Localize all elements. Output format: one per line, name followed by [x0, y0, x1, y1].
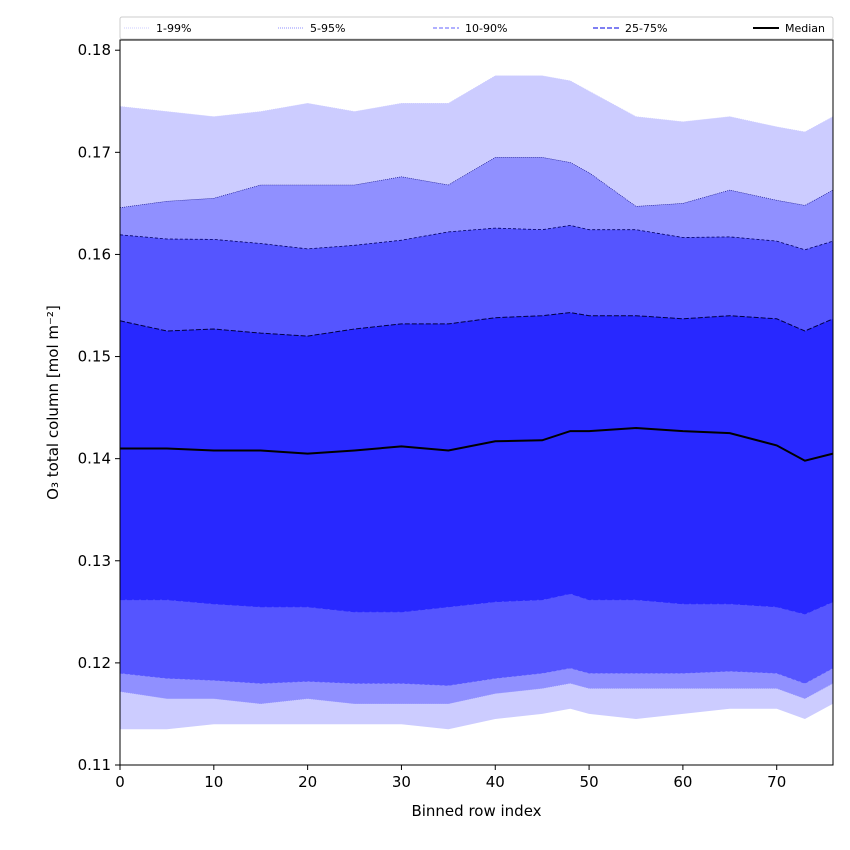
y-tick-label: 0.14: [78, 450, 111, 468]
line-10-90-upper: [119, 224, 834, 251]
legend-frame: [119, 16, 834, 40]
percentile-boundary-lines: [119, 75, 834, 705]
plot-area-frame: [119, 39, 834, 766]
x-tick-label: 20: [298, 773, 317, 791]
line-10-90-lower: [119, 667, 834, 686]
line-25-75-upper: [119, 312, 834, 337]
y-tick-label: 0.11: [78, 756, 111, 774]
series-median-line: [120, 426, 834, 462]
y-axis-label: O₃ total column [mol m⁻²]: [44, 305, 62, 500]
y-tick-label: 0.12: [78, 654, 111, 672]
y-tick-label: 0.13: [78, 552, 111, 570]
y-axis-ticks: 0.11 0.12 0.13 0.14 0.15 0.16 0.17 0.18: [78, 41, 120, 774]
x-tick-label: 10: [204, 773, 223, 791]
y-tick-label: 0.16: [78, 245, 111, 263]
y-tick-label: 0.15: [78, 348, 111, 366]
legend-label: 5-95%: [310, 22, 345, 35]
x-tick-label: 60: [673, 773, 692, 791]
x-tick-label: 50: [580, 773, 599, 791]
line-1-99-upper: [119, 75, 834, 133]
legend-label: 10-90%: [465, 22, 507, 35]
y-tick-label: 0.18: [78, 41, 111, 59]
x-axis-ticks: 0 10 20 30 40 50 60 70: [115, 765, 786, 791]
legend-label: 1-99%: [156, 22, 191, 35]
legend: 1-99% 5-95% 10-90% 25-75% Median: [119, 16, 834, 40]
legend-label: Median: [785, 22, 825, 35]
x-tick-label: 30: [392, 773, 411, 791]
y-tick-label: 0.17: [78, 143, 111, 161]
legend-label: 25-75%: [625, 22, 667, 35]
line-5-95-upper: [119, 157, 834, 208]
band-25-75: [120, 312, 833, 614]
x-tick-label: 0: [115, 773, 125, 791]
percentile-bands: [120, 75, 833, 730]
line-25-75-lower: [120, 592, 834, 615]
x-tick-label: 70: [767, 773, 786, 791]
x-axis-label: Binned row index: [411, 802, 541, 820]
x-tick-label: 40: [486, 773, 505, 791]
